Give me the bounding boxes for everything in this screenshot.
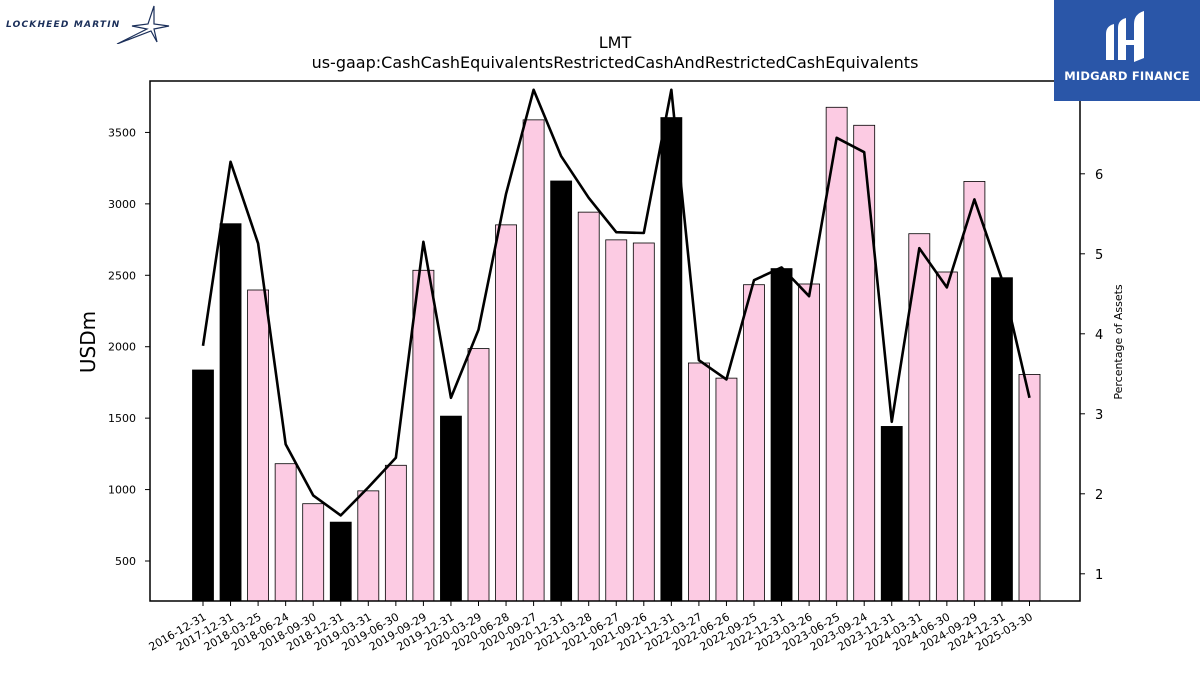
bar (853, 124, 876, 602)
bar (384, 464, 407, 602)
y-tick-label: 3000 (108, 198, 136, 211)
y-tick-label: 1000 (108, 484, 136, 497)
bar (880, 426, 903, 602)
y2-axis-label: Percentage of Assets (1112, 284, 1125, 400)
bar (743, 284, 765, 602)
bar (688, 362, 710, 602)
bar (550, 180, 573, 602)
y2-tick-label: 4 (1095, 328, 1103, 343)
y-axis-label: USDm (76, 311, 100, 373)
y2-tick-label: 6 (1095, 168, 1103, 183)
bar (357, 490, 380, 602)
bar (715, 377, 738, 602)
bar (219, 223, 242, 602)
bar (935, 271, 958, 602)
chart-title: LMT (599, 33, 632, 52)
midgard-finance-logo: MIDGARD FINANCE (1054, 0, 1200, 101)
chart-subtitle: us-gaap:CashCashEquivalentsRestrictedCas… (312, 53, 919, 72)
bar (302, 503, 325, 602)
bar (467, 348, 490, 602)
bar (991, 277, 1013, 602)
y-tick-label: 3500 (108, 126, 136, 139)
y2-tick-label: 2 (1095, 488, 1103, 503)
bar-layer (192, 106, 1041, 602)
bar (798, 283, 820, 602)
midgard-logo-text: MIDGARD FINANCE (1064, 69, 1190, 83)
y-tick-label: 2000 (108, 341, 136, 354)
bar (274, 463, 297, 602)
midgard-mark-icon (1106, 11, 1144, 62)
lockheed-martin-logo: LOCKHEED MARTIN (4, 4, 174, 44)
bar (495, 224, 517, 602)
y2-tick-label: 3 (1095, 408, 1103, 423)
bar (963, 181, 986, 602)
bar (412, 269, 435, 602)
y2-tick-label: 5 (1095, 248, 1103, 263)
line-layer (201, 88, 1031, 517)
y-tick-label: 1500 (108, 412, 136, 425)
bar (329, 521, 352, 602)
y-tick-label: 500 (115, 555, 136, 568)
series-line (201, 88, 1031, 517)
bar (440, 415, 462, 602)
lockheed-logo-text: LOCKHEED MARTIN (6, 20, 121, 30)
y-tick-label: 2500 (108, 269, 136, 282)
x-axis: 2016-12-312017-12-312018-03-252018-06-24… (147, 601, 1035, 654)
bar (577, 211, 600, 602)
bar (605, 239, 628, 602)
y2-tick-label: 1 (1095, 568, 1103, 583)
bar (192, 369, 214, 602)
plot-frame (149, 80, 1081, 602)
bar (660, 117, 683, 602)
y-axis-right: 1234567 (1080, 88, 1103, 583)
bar (770, 268, 793, 602)
bar (1018, 374, 1041, 602)
bar (632, 242, 655, 602)
y-axis-left: 500 1000 1500 2000 2500 3000 3500 (108, 126, 150, 568)
bar (522, 119, 545, 602)
chart-title-group: LMT us-gaap:CashCashEquivalentsRestricte… (312, 33, 919, 72)
star-icon (116, 5, 170, 44)
bar (247, 289, 270, 602)
